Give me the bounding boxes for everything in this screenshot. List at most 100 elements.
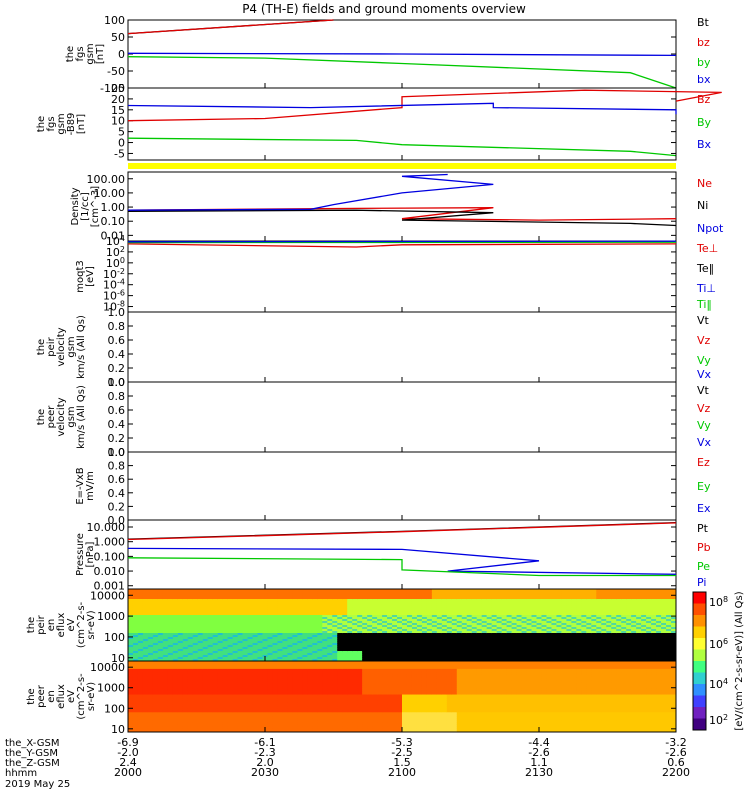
heatmap-cell [147,728,154,731]
heatmap-cell [571,625,577,628]
heatmap-cell [641,649,647,652]
heatmap-cell [531,591,538,594]
heatmap-cell [317,637,323,640]
heatmap-cell [232,595,239,598]
heatmap-cell [631,649,637,652]
heatmap-cell [501,591,508,594]
heatmap-cell [332,599,338,602]
heatmap-cell [347,597,353,600]
heatmap-cell [481,647,488,650]
heatmap-cell [372,599,378,602]
heatmap-cell [372,617,378,620]
heatmap-cell [377,617,383,620]
heatmap-cell [337,639,343,642]
heatmap-cell [137,633,144,636]
heatmap-cell [152,674,159,678]
heatmap-cell [217,651,224,654]
heatmap-cell [606,613,612,616]
heatmap-cell [162,621,169,624]
heatmap-cell [142,627,149,630]
heatmap-cell [132,694,139,697]
heatmap-cell [382,635,388,638]
heatmap-cell [581,601,587,604]
heatmap-cell [521,619,528,622]
heatmap-cell [152,678,159,682]
heatmap-cell [382,637,388,640]
heatmap-cell [147,609,154,612]
heatmap-cell [277,651,283,654]
heatmap-cell [292,653,298,656]
heatmap-cell [182,653,189,656]
heatmap-cell [466,641,473,644]
heatmap-cell [192,625,199,628]
heatmap-cell [162,702,169,705]
heatmap-cell [501,595,508,598]
heatmap-cell [132,625,139,628]
heatmap-cell [411,613,418,616]
heatmap-cell [222,678,229,682]
heatmap-cell [277,589,283,592]
heatmap-cell [666,637,672,640]
heatmap-cell [202,647,209,650]
heatmap-cell [641,619,647,622]
heatmap-cell [252,655,259,658]
heatmap-cell [262,589,268,592]
heatmap-cell [332,605,338,608]
heatmap-cell [177,651,184,654]
heatmap-cell [162,710,169,713]
heatmap-cell [476,595,483,598]
heatmap-cell [157,712,164,715]
heatmap-cell [651,625,657,628]
heatmap-cell [222,601,229,604]
heatmap-cell [397,591,403,594]
heatmap-cell [302,643,308,646]
heatmap-cell [372,597,378,600]
heatmap-cell [137,645,144,648]
heatmap-cell [436,591,443,594]
heatmap-cell [232,625,239,628]
heatmap-cell [332,631,338,634]
heatmap-cell [312,649,318,652]
heatmap-cell [466,617,473,620]
heatmap-cell [646,591,652,594]
heatmap-cell [217,649,224,652]
heatmap-cell [132,684,139,688]
heatmap-cell [128,668,134,672]
heatmap-cell [132,617,139,620]
heatmap-cell [222,682,229,686]
heatmap-cell [192,672,199,676]
heatmap-cell [536,633,542,636]
heatmap-cell [411,645,418,648]
heatmap-cell [546,611,552,614]
heatmap-cell [137,698,144,701]
heatmap-cell [372,589,378,592]
heatmap-cell [551,611,557,614]
heatmap-cell [466,591,473,594]
heatmap-cell [347,655,353,658]
heatmap-cell [496,595,503,598]
heatmap-cell [327,637,333,640]
heatmap-cell [132,615,139,618]
heatmap-cell [152,722,159,725]
heatmap-cell [397,623,403,626]
heatmap-cell [327,613,333,616]
heatmap-cell [212,702,219,705]
heatmap-cell [641,613,647,616]
heatmap-cell [292,589,298,592]
heatmap-cell [352,645,358,648]
heatmap-cell [137,653,144,656]
heatmap-cell [526,653,533,656]
heatmap-cell [212,621,219,624]
heatmap-cell [441,605,448,608]
heatmap-cell [471,597,478,600]
heatmap-cell [332,653,338,656]
heatmap-cell [182,672,189,676]
heatmap-cell [511,623,518,626]
heatmap-cell [202,698,209,701]
heatmap-cell [142,710,149,713]
heatmap-cell [142,617,149,620]
heatmap-cell [197,601,204,604]
heatmap-cell [446,591,453,594]
heatmap-cell [621,611,627,614]
heatmap-cell [182,668,189,672]
